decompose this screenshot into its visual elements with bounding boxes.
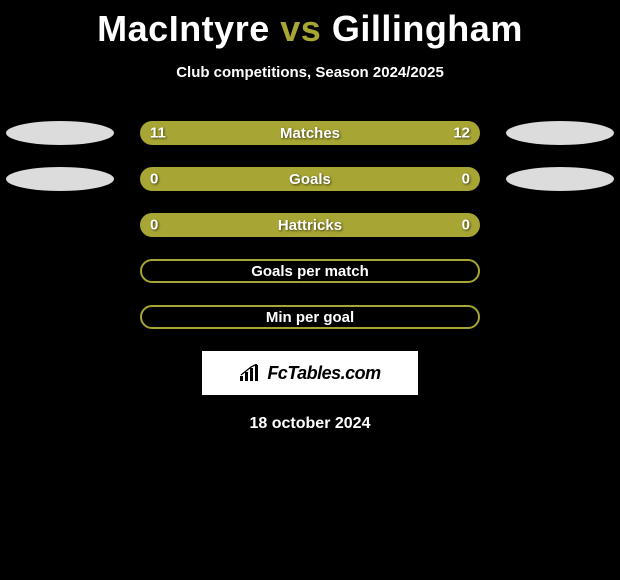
stat-row: Goals per match	[0, 259, 620, 283]
stat-right-value: 0	[462, 171, 470, 188]
player1-name: MacIntyre	[97, 8, 270, 49]
stat-bar: 11 Matches 12	[140, 121, 480, 145]
stat-left-value: 0	[150, 217, 158, 234]
stat-label: Goals per match	[251, 263, 369, 280]
stat-row: 0 Hattricks 0	[0, 213, 620, 237]
subtitle: Club competitions, Season 2024/2025	[0, 64, 620, 81]
chart-icon	[239, 364, 263, 382]
brand-text: FcTables.com	[267, 363, 380, 384]
stat-label: Min per goal	[266, 309, 354, 326]
date-label: 18 october 2024	[0, 415, 620, 433]
vs-label: vs	[280, 8, 321, 49]
stat-label: Hattricks	[278, 217, 342, 234]
player1-pill	[6, 167, 114, 191]
stat-bar: Min per goal	[140, 305, 480, 329]
comparison-title: MacIntyre vs Gillingham	[0, 0, 620, 50]
stat-left-value: 11	[150, 125, 166, 142]
player2-name: Gillingham	[332, 8, 523, 49]
stat-right-value: 0	[462, 217, 470, 234]
brand-box: FcTables.com	[202, 351, 418, 395]
stat-row: Min per goal	[0, 305, 620, 329]
stat-row: 11 Matches 12	[0, 121, 620, 145]
stat-label: Goals	[289, 171, 331, 188]
stat-bar: 0 Goals 0	[140, 167, 480, 191]
stats-rows: 11 Matches 12 0 Goals 0 0 Hattricks 0 Goals per m…	[0, 121, 620, 329]
player2-pill	[506, 121, 614, 145]
player2-pill	[506, 167, 614, 191]
stat-label: Matches	[280, 125, 340, 142]
stat-bar: Goals per match	[140, 259, 480, 283]
player1-pill	[6, 121, 114, 145]
stat-bar: 0 Hattricks 0	[140, 213, 480, 237]
stat-right-value: 12	[453, 125, 470, 142]
stat-left-value: 0	[150, 171, 158, 188]
stat-row: 0 Goals 0	[0, 167, 620, 191]
